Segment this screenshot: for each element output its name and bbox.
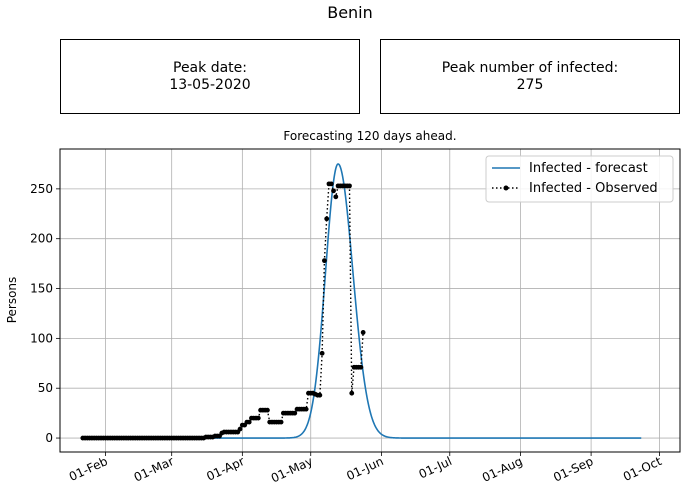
legend: Infected - forecast Infected - Observed — [485, 155, 674, 203]
observed-point — [246, 419, 252, 425]
observed-point — [278, 419, 284, 425]
observed-point — [360, 329, 366, 335]
y-tick-label: 200 — [30, 232, 53, 246]
observed-point — [328, 181, 334, 187]
observed-point — [303, 406, 309, 412]
observed-point — [333, 194, 339, 200]
observed-point — [319, 350, 325, 356]
peak-infected-box: Peak number of infected: 275 — [380, 39, 680, 114]
observed-line — [82, 183, 364, 439]
x-tick-label: 01-Mar — [132, 454, 176, 485]
observed-point — [347, 183, 352, 189]
plot-frame — [59, 148, 681, 453]
y-axis-label: Persons — [5, 277, 19, 324]
y-tick-label: 100 — [30, 331, 53, 345]
x-tick-label: 01-Sep — [551, 454, 595, 485]
x-tick-label: 01-Oct — [621, 454, 664, 484]
observed-point — [324, 216, 330, 222]
peak-infected-label: Peak number of infected: — [441, 59, 619, 76]
x-tick-label: 01-Feb — [67, 454, 110, 484]
x-tick-label: 01-Apr — [204, 454, 246, 484]
peak-date-box: Peak date: 13-05-2020 — [60, 39, 360, 114]
x-tick-label: 01-Jul — [417, 454, 454, 481]
series-layer — [80, 163, 642, 441]
observed-point — [255, 415, 261, 421]
peak-date-label: Peak date: — [173, 59, 247, 76]
y-tick-label: 0 — [45, 431, 53, 445]
observed-point — [322, 258, 327, 264]
peak-infected-value: 275 — [516, 76, 544, 93]
y-tick-label: 50 — [38, 381, 53, 395]
forecast-line — [82, 163, 642, 439]
x-tick-label: 01-Jun — [344, 454, 385, 483]
legend-observed-marker — [503, 185, 509, 191]
legend-forecast-label: Infected - forecast — [529, 161, 648, 176]
observed-point — [265, 407, 270, 413]
y-tick-label: 250 — [30, 182, 53, 196]
y-tick-label: 150 — [30, 282, 53, 296]
observed-point — [237, 426, 243, 432]
observed-point — [331, 188, 336, 194]
observed-point — [317, 392, 323, 398]
observed-point — [349, 390, 355, 396]
chart-title: Forecasting 120 days ahead. — [283, 129, 456, 143]
x-tick-label: 01-May — [269, 454, 315, 485]
legend-observed-label: Infected - Observed — [529, 181, 658, 196]
observed-point — [358, 364, 364, 370]
observed-point — [292, 410, 298, 416]
x-tick-label: 01-Aug — [480, 454, 525, 485]
legend-box — [485, 155, 674, 203]
figure-title: Benin — [327, 3, 373, 22]
peak-date-value: 13-05-2020 — [169, 76, 251, 93]
